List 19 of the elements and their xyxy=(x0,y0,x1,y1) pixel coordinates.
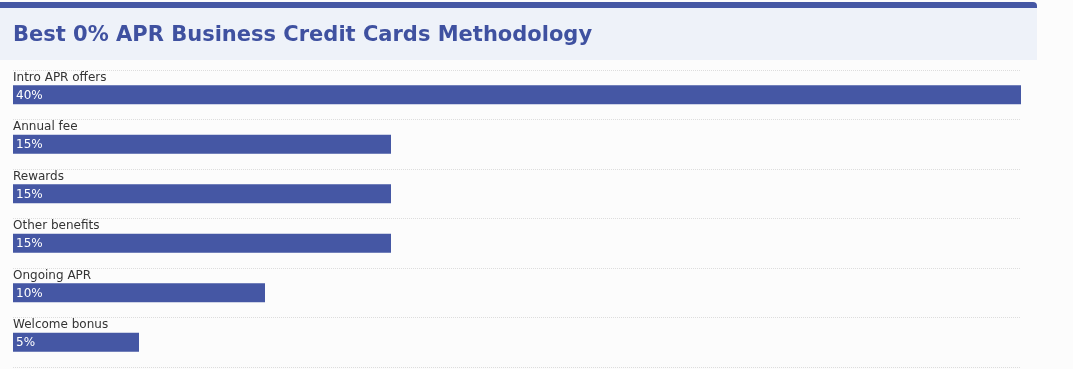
y-tick-label: Rewards xyxy=(13,168,64,183)
data-label: 15% xyxy=(16,186,43,201)
data-label: 5% xyxy=(16,335,36,350)
data-label: 15% xyxy=(16,137,43,152)
data-label: 40% xyxy=(16,87,43,102)
bar xyxy=(13,85,1021,105)
data-label: 10% xyxy=(16,285,43,300)
y-tick-label: Annual fee xyxy=(13,119,78,134)
data-label: 15% xyxy=(16,236,43,251)
bar xyxy=(13,184,391,204)
y-tick-label: Intro APR offers xyxy=(13,69,107,84)
y-tick-label: Ongoing APR xyxy=(13,267,92,282)
bar xyxy=(13,332,139,352)
bar xyxy=(13,134,391,154)
bar xyxy=(13,233,391,253)
y-tick-label: Other benefits xyxy=(13,218,100,233)
y-tick-label: Welcome bonus xyxy=(13,317,109,332)
bar xyxy=(13,283,265,303)
chart-title: Best 0% APR Business Credit Cards Methodology xyxy=(13,22,593,46)
